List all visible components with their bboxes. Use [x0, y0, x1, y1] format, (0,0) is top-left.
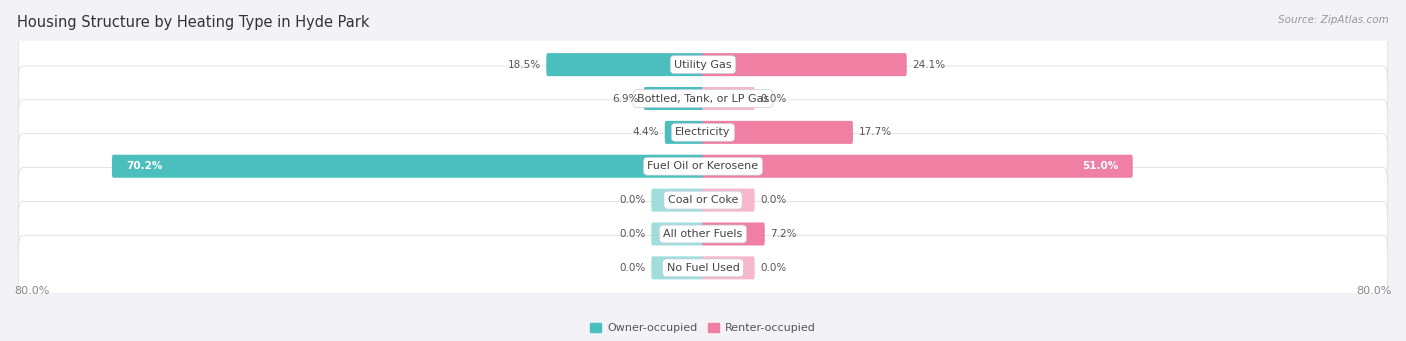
FancyBboxPatch shape — [18, 134, 1388, 199]
FancyBboxPatch shape — [702, 53, 907, 76]
Text: 0.0%: 0.0% — [620, 263, 645, 273]
Text: Utility Gas: Utility Gas — [675, 60, 731, 70]
Text: 0.0%: 0.0% — [761, 93, 786, 104]
Text: 80.0%: 80.0% — [14, 286, 49, 296]
FancyBboxPatch shape — [651, 189, 704, 212]
Text: 0.0%: 0.0% — [761, 195, 786, 205]
Text: Fuel Oil or Kerosene: Fuel Oil or Kerosene — [647, 161, 759, 171]
Text: All other Fuels: All other Fuels — [664, 229, 742, 239]
Text: No Fuel Used: No Fuel Used — [666, 263, 740, 273]
Text: Bottled, Tank, or LP Gas: Bottled, Tank, or LP Gas — [637, 93, 769, 104]
FancyBboxPatch shape — [702, 155, 1133, 178]
FancyBboxPatch shape — [702, 87, 755, 110]
FancyBboxPatch shape — [702, 222, 765, 246]
FancyBboxPatch shape — [665, 121, 704, 144]
Legend: Owner-occupied, Renter-occupied: Owner-occupied, Renter-occupied — [591, 323, 815, 333]
Text: 7.2%: 7.2% — [770, 229, 797, 239]
FancyBboxPatch shape — [547, 53, 704, 76]
FancyBboxPatch shape — [18, 100, 1388, 165]
FancyBboxPatch shape — [702, 189, 755, 212]
Text: Source: ZipAtlas.com: Source: ZipAtlas.com — [1278, 15, 1389, 25]
FancyBboxPatch shape — [651, 256, 704, 279]
FancyBboxPatch shape — [651, 222, 704, 246]
Text: Electricity: Electricity — [675, 128, 731, 137]
Text: 51.0%: 51.0% — [1083, 161, 1119, 171]
Text: Housing Structure by Heating Type in Hyde Park: Housing Structure by Heating Type in Hyd… — [17, 15, 370, 30]
Text: 0.0%: 0.0% — [620, 229, 645, 239]
Text: 18.5%: 18.5% — [508, 60, 541, 70]
FancyBboxPatch shape — [18, 202, 1388, 267]
FancyBboxPatch shape — [18, 167, 1388, 233]
Text: Coal or Coke: Coal or Coke — [668, 195, 738, 205]
Text: 80.0%: 80.0% — [1357, 286, 1392, 296]
Text: 4.4%: 4.4% — [633, 128, 659, 137]
Text: 6.9%: 6.9% — [612, 93, 638, 104]
FancyBboxPatch shape — [702, 256, 755, 279]
Text: 17.7%: 17.7% — [859, 128, 891, 137]
Text: 0.0%: 0.0% — [761, 263, 786, 273]
FancyBboxPatch shape — [18, 66, 1388, 131]
FancyBboxPatch shape — [18, 235, 1388, 300]
Text: 0.0%: 0.0% — [620, 195, 645, 205]
FancyBboxPatch shape — [702, 121, 853, 144]
Text: 24.1%: 24.1% — [912, 60, 945, 70]
FancyBboxPatch shape — [18, 32, 1388, 97]
FancyBboxPatch shape — [112, 155, 704, 178]
Text: 70.2%: 70.2% — [125, 161, 162, 171]
FancyBboxPatch shape — [644, 87, 704, 110]
